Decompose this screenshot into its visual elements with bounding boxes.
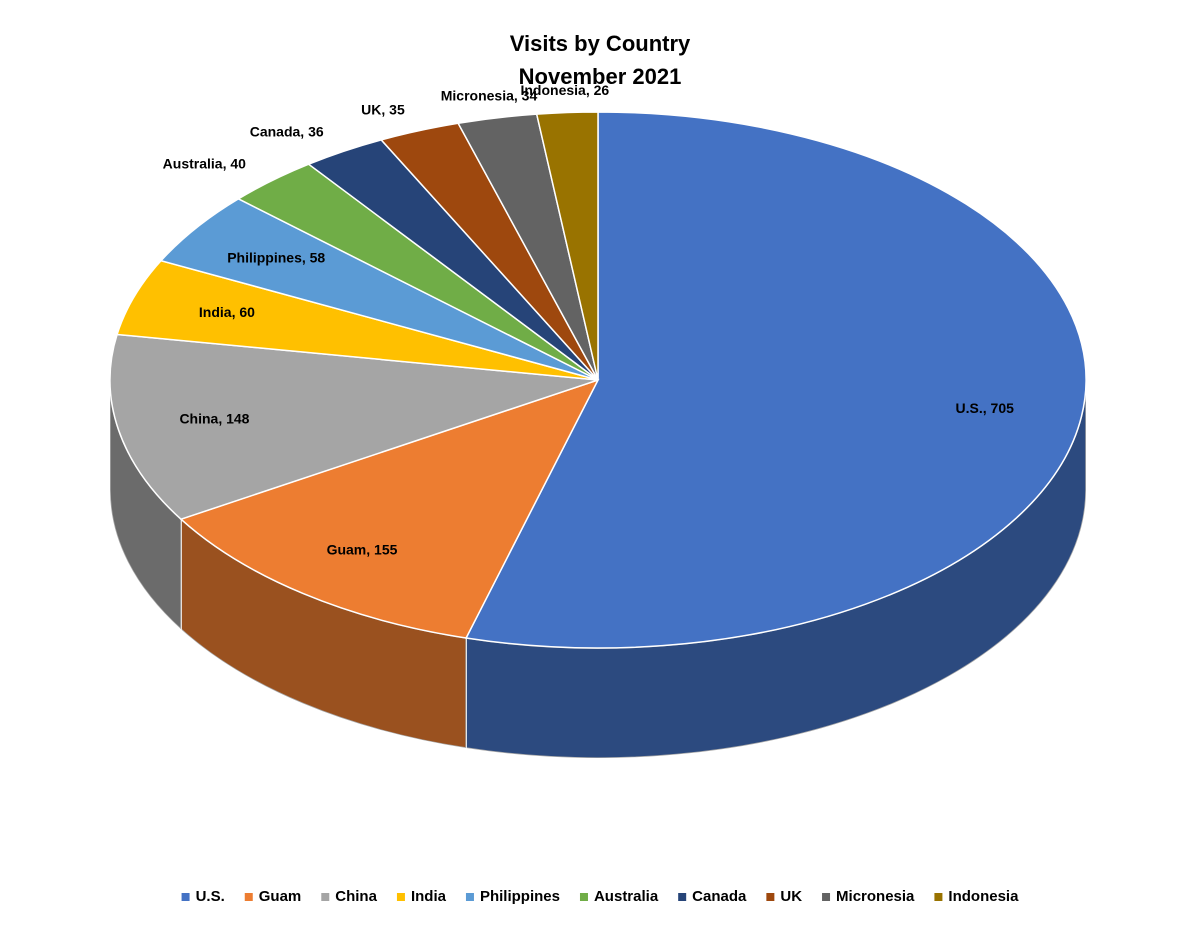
legend-swatch	[321, 893, 330, 901]
data-label: UK, 35	[361, 101, 405, 117]
legend-swatch	[934, 893, 943, 901]
data-label: Philippines, 58	[227, 249, 325, 265]
slice-side-shade	[110, 380, 182, 630]
data-label: U.S., 705	[956, 400, 1015, 416]
data-label: China, 148	[179, 411, 249, 427]
legend-swatch	[465, 893, 474, 901]
slice	[179, 378, 600, 639]
slice	[535, 111, 599, 381]
legend-swatch	[244, 893, 253, 901]
pie-walls	[109, 379, 1087, 759]
chart-title: Visits by Country	[510, 31, 691, 56]
legend-swatch	[822, 893, 831, 901]
legend-label: Micronesia	[836, 888, 915, 905]
legend-swatch	[678, 893, 687, 901]
legend-label: Australia	[594, 888, 659, 905]
legend-label: India	[411, 888, 447, 905]
data-label: Indonesia, 26	[520, 82, 609, 98]
legend-label: U.S.	[196, 888, 225, 905]
legend-label: UK	[780, 888, 802, 905]
legend-label: Indonesia	[948, 888, 1019, 905]
legend-label: Canada	[692, 888, 747, 905]
data-label: India, 60	[199, 304, 255, 320]
legend-swatch	[766, 893, 775, 901]
legend-swatch	[181, 893, 190, 901]
slice	[109, 333, 599, 521]
data-label: Guam, 155	[327, 541, 398, 557]
data-label: Australia, 40	[163, 155, 246, 171]
slice-side-shade	[181, 519, 467, 749]
data-label: Canada, 36	[250, 124, 324, 140]
data-label: Micronesia, 34	[441, 88, 538, 104]
chart-subtitle: November 2021	[519, 64, 682, 89]
legend-label: Guam	[259, 888, 302, 905]
legend-swatch	[396, 893, 405, 901]
legend: U.S. Guam China India Philippines Australia Ca…	[181, 888, 1019, 905]
slice-side-shade	[466, 380, 1086, 758]
legend-swatch	[579, 893, 588, 901]
slice	[464, 111, 1087, 649]
legend-label: Philippines	[480, 888, 560, 905]
pie-tops	[109, 111, 1087, 649]
legend-label: China	[335, 888, 377, 905]
